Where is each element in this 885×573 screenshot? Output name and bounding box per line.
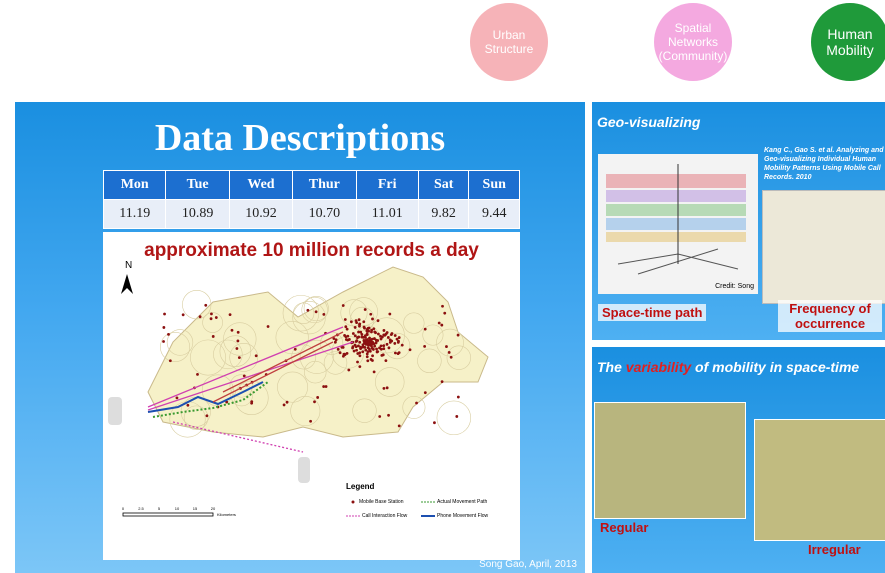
table-cell: 10.89 bbox=[166, 200, 229, 229]
title-part: of mobility in space-time bbox=[695, 359, 859, 375]
title-highlight: variability bbox=[626, 359, 691, 375]
frequency-image bbox=[762, 190, 885, 304]
nav-item[interactable]: Urban Structure bbox=[470, 3, 548, 81]
legend-item: Mobile Base Station bbox=[359, 499, 404, 505]
geo-panel: Geo-visualizing Kang C., Gao S. et al. A… bbox=[592, 102, 885, 340]
person-icon bbox=[108, 397, 122, 425]
scale-label: 15 bbox=[193, 506, 198, 511]
column-header: Tue bbox=[166, 171, 229, 200]
variability-panel: The variability of mobility in space-tim… bbox=[592, 347, 885, 573]
table-cell: 10.92 bbox=[229, 200, 292, 229]
space-time-image: Credit: Song bbox=[598, 154, 758, 294]
page: {"nav": {"items": ["Urban Structure", "S… bbox=[0, 0, 885, 573]
space-time-figure bbox=[598, 154, 758, 294]
nav-item[interactable]: Human Mobility bbox=[811, 3, 885, 81]
panel-caption: Regular bbox=[596, 519, 652, 536]
legend-title: Legend bbox=[346, 482, 375, 491]
map-figure: approximate 10 million records a day N L… bbox=[103, 232, 520, 560]
legend-item: Call Interaction Flow bbox=[362, 513, 408, 519]
panel-caption: Irregular bbox=[804, 541, 865, 558]
column-header: Mon bbox=[104, 171, 166, 200]
slide-credit: Song Gao, April, 2013 bbox=[479, 559, 577, 570]
north-arrow bbox=[121, 274, 133, 294]
scale-label: 20 bbox=[211, 506, 216, 511]
panel-title: Geo-visualizing bbox=[597, 114, 700, 130]
scale-label: 10 bbox=[175, 506, 180, 511]
citation: Kang C., Gao S. et al. Analyzing and Geo… bbox=[764, 146, 884, 182]
column-header: Wed bbox=[229, 171, 292, 200]
image-credit: Credit: Song bbox=[715, 283, 754, 290]
legend-item: Phone Movement Flow bbox=[437, 513, 489, 519]
slide-title: Data Descriptions bbox=[15, 116, 585, 160]
title-part: The bbox=[597, 359, 622, 375]
scale-labels: 0 2.5 5 10 15 20 bbox=[122, 506, 216, 511]
panel-caption: Space-time path bbox=[598, 304, 706, 321]
legend-item: Actual Movement Path bbox=[437, 499, 488, 505]
panel-caption: Frequency of occurrence bbox=[778, 300, 882, 332]
nav-item[interactable]: Spatial Networks (Community) bbox=[654, 3, 732, 81]
regular-image bbox=[594, 402, 746, 519]
column-header: Sun bbox=[469, 171, 520, 200]
table-cell: 9.44 bbox=[469, 200, 520, 229]
scale-unit: Kilometers bbox=[217, 512, 236, 517]
scale-label: 5 bbox=[158, 506, 161, 511]
north-label: N bbox=[125, 260, 132, 271]
scale-label: 0 bbox=[122, 506, 125, 511]
column-header: Fri bbox=[356, 171, 418, 200]
column-header: Sat bbox=[418, 171, 469, 200]
table-cell: 10.70 bbox=[293, 200, 356, 229]
irregular-image bbox=[754, 419, 885, 541]
table-cell: 11.19 bbox=[104, 200, 166, 229]
table-cell: 9.82 bbox=[418, 200, 469, 229]
column-header: Thur bbox=[293, 171, 356, 200]
map: N Legend Mobile Base Station Actual Move… bbox=[103, 232, 520, 560]
person-icon bbox=[298, 457, 310, 483]
table-cell: 11.01 bbox=[356, 200, 418, 229]
scale-label: 2.5 bbox=[138, 506, 144, 511]
scale-bar bbox=[123, 513, 213, 516]
panel-title: The variability of mobility in space-tim… bbox=[597, 359, 859, 375]
legend-symbol bbox=[352, 501, 355, 504]
